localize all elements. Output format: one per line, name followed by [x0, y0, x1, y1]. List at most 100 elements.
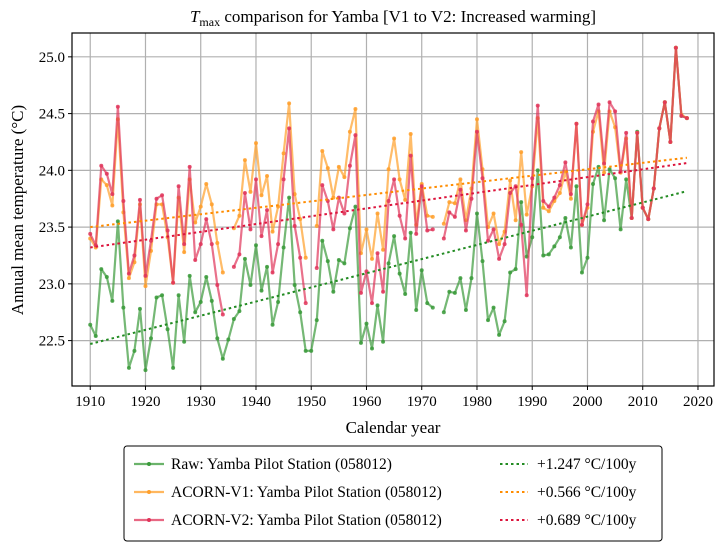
y-axis-label: Annual mean temperature (°C)	[8, 105, 27, 315]
legend-swatch-marker	[147, 490, 151, 494]
data-point	[270, 322, 275, 327]
legend: Raw: Yamba Pilot Station (058012) ACORN-V…	[123, 445, 663, 542]
data-point	[104, 183, 109, 188]
x-tick-label: 1920	[130, 394, 160, 410]
data-point	[684, 116, 689, 121]
data-point	[226, 337, 231, 342]
data-point	[557, 235, 562, 240]
data-point	[209, 202, 214, 207]
data-point	[204, 181, 209, 186]
data-point	[364, 227, 369, 232]
data-point	[88, 322, 93, 327]
data-point	[331, 289, 336, 294]
series-line	[442, 46, 688, 336]
data-point	[430, 227, 435, 232]
data-point	[336, 258, 341, 263]
x-tick-label: 1940	[241, 394, 271, 410]
y-tick-label: 24.5	[39, 107, 65, 123]
data-point	[408, 230, 413, 235]
data-point	[209, 242, 214, 247]
x-tick-label: 1930	[186, 394, 216, 410]
data-point	[121, 198, 126, 203]
data-point	[342, 261, 347, 266]
data-point	[165, 228, 170, 233]
series-line	[315, 134, 434, 305]
data-point	[441, 236, 446, 241]
data-point	[121, 305, 126, 310]
data-point	[386, 261, 391, 266]
data-point	[298, 310, 303, 315]
data-point	[237, 309, 242, 314]
data-point	[314, 318, 319, 323]
data-point	[662, 100, 667, 105]
data-point	[541, 253, 546, 258]
data-point	[370, 301, 375, 306]
data-point	[176, 184, 181, 189]
data-point	[386, 167, 391, 172]
data-point	[287, 101, 292, 106]
data-point	[613, 109, 618, 114]
x-tick-label: 1910	[75, 394, 105, 410]
data-point	[397, 177, 402, 182]
data-point	[502, 242, 507, 247]
data-point	[392, 136, 397, 141]
data-point	[469, 196, 474, 201]
data-point	[320, 149, 325, 154]
data-point	[215, 336, 220, 341]
data-point	[530, 235, 535, 240]
data-point	[430, 214, 435, 219]
data-point	[447, 210, 452, 215]
legend-swatch-marker	[147, 518, 151, 522]
x-tick-label: 1970	[407, 394, 437, 410]
data-point	[624, 177, 629, 182]
legend-label: +0.689 °C/100y	[537, 512, 637, 529]
series-line	[315, 107, 434, 260]
data-point	[513, 267, 518, 272]
x-axis-label: Calendar year	[346, 418, 441, 437]
data-point	[126, 271, 131, 276]
data-point	[563, 216, 568, 221]
data-point	[110, 298, 115, 303]
data-point	[370, 256, 375, 261]
data-point	[419, 184, 424, 189]
data-point	[370, 346, 375, 351]
data-point	[480, 176, 485, 181]
data-point	[204, 275, 209, 280]
data-point	[508, 178, 513, 183]
data-point	[591, 181, 596, 186]
data-point	[408, 153, 413, 158]
data-point	[303, 348, 308, 353]
data-point	[132, 348, 137, 353]
data-point	[458, 187, 463, 192]
data-point	[474, 117, 479, 122]
data-point	[110, 192, 115, 197]
data-point	[441, 310, 446, 315]
data-point	[491, 227, 496, 232]
data-point	[149, 336, 154, 341]
data-point	[602, 170, 607, 175]
legend-label: ACORN-V1: Yamba Pilot Station (058012)	[171, 484, 442, 501]
y-axis: 22.5 23.0 23.5 24.0 24.5 25.0	[39, 50, 72, 350]
data-point	[292, 223, 297, 228]
data-point	[618, 227, 623, 232]
data-point	[375, 211, 380, 216]
data-point	[381, 247, 386, 252]
data-point	[220, 312, 225, 317]
data-point	[99, 163, 104, 168]
series-line	[232, 102, 307, 258]
y-tick-label: 24.0	[39, 163, 65, 179]
data-point	[104, 171, 109, 176]
data-point	[93, 334, 98, 339]
data-point	[447, 200, 452, 205]
y-tick-label: 22.5	[39, 334, 65, 350]
data-point	[259, 234, 264, 239]
data-point	[602, 218, 607, 223]
data-point	[143, 368, 148, 373]
data-point	[104, 275, 109, 280]
data-point	[220, 356, 225, 361]
data-point	[187, 164, 192, 169]
data-point	[187, 273, 192, 278]
data-point	[265, 208, 270, 213]
data-point	[640, 205, 645, 210]
data-point	[160, 293, 165, 298]
